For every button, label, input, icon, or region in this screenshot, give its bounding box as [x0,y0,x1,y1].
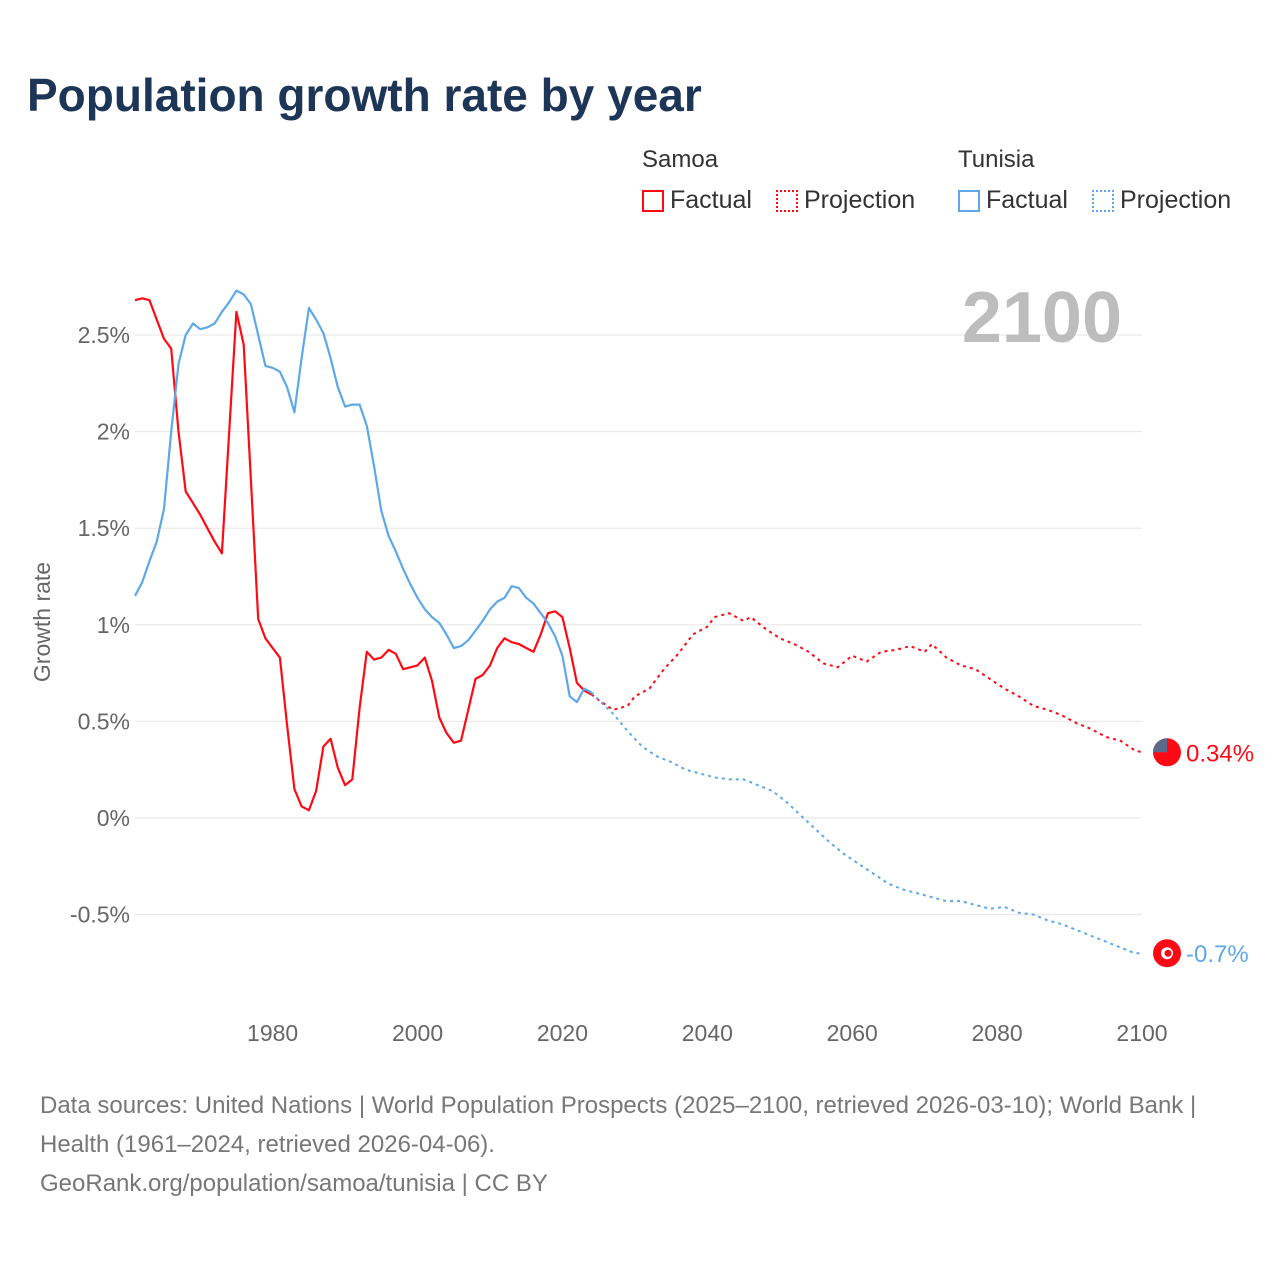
samoa-end-value-label: 0.34% [1186,740,1254,767]
x-tick-label: 1980 [247,1020,298,1046]
y-tick-label: 2.5% [78,322,130,348]
current-year-label: 2100 [962,278,1122,358]
legend-label: Projection [804,186,916,214]
line-chart: -0.5% 0% 0.5% 1% 1.5% 2% 2.5% 1980 2000 2020 2040 2… [29,278,1254,1046]
legend-label: Projection [1120,186,1232,214]
tunisia-factual-line [134,289,592,704]
x-tick-label: 2080 [972,1020,1023,1046]
legend-label: Factual [670,186,752,214]
x-tick-label: 2020 [537,1020,588,1046]
y-tick-label: 1.5% [78,515,130,541]
legend-samoa-factual[interactable]: Factual [642,186,752,215]
y-tick-label: 0% [97,805,130,831]
credit-link[interactable]: GeoRank.org/population/samoa/tunisia | C… [40,1170,548,1197]
samoa-projection-line [590,612,1143,754]
legend-group-samoa: Samoa [642,146,719,173]
chart-title: Population growth rate by year [27,69,702,121]
samoa-factual-line [134,297,592,812]
x-tick-label: 2060 [827,1020,878,1046]
legend-samoa-projection[interactable]: Projection [776,186,915,215]
legend-swatch-solid [642,189,664,212]
x-tick-label: 2000 [392,1020,443,1046]
legend-tunisia-factual[interactable]: Factual [958,186,1068,215]
tunisia-projection-line [590,691,1142,955]
data-sources-note: Data sources: United Nations | World Pop… [40,1092,1197,1158]
y-tick-label: 0.5% [78,708,130,734]
legend-label: Factual [986,186,1068,214]
x-tick-label: 2100 [1116,1020,1167,1046]
legend-tunisia-projection[interactable]: Projection [1092,186,1231,215]
tunisia-end-value-label: -0.7% [1186,941,1249,968]
y-axis-title: Growth rate [29,562,55,682]
y-tick-label: 2% [97,419,130,445]
legend-group-tunisia: Tunisia [958,146,1035,173]
x-tick-label: 2040 [682,1020,733,1046]
y-tick-label: -0.5% [70,902,130,928]
tunisia-flag-crescent [1164,949,1172,957]
legend-swatch-dotted [1092,189,1114,212]
legend-swatch-dotted [776,189,798,212]
samoa-flag-canton [1153,738,1167,753]
legend-swatch-solid [958,189,980,212]
y-tick-label: 1% [97,612,130,638]
